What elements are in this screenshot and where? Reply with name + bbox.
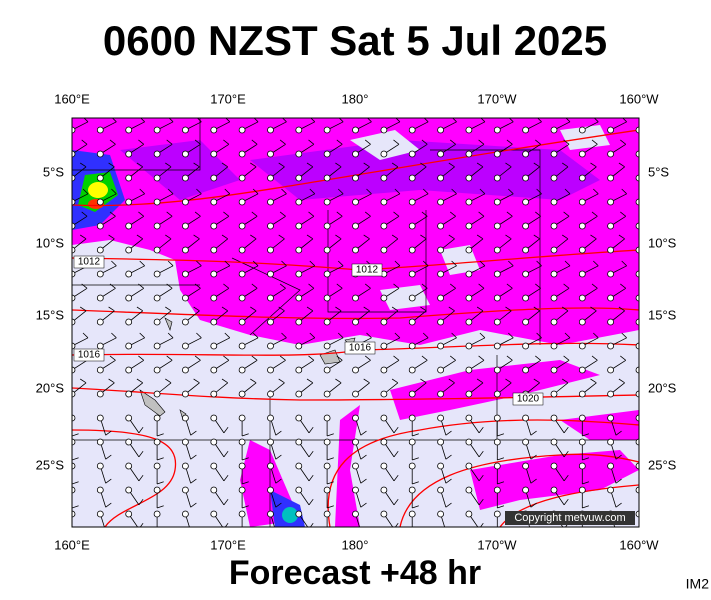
longitude-label: 160°W — [619, 537, 659, 552]
station-circles — [72, 126, 639, 518]
title: 0600 NZST Sat 5 Jul 2025 — [103, 17, 607, 64]
latitude-label: 20°S — [648, 380, 677, 395]
latitude-label: 10°S — [36, 235, 65, 250]
longitude-label: 160°E — [54, 537, 90, 552]
isobar-label: 1016 — [78, 350, 101, 361]
label-box — [73, 348, 105, 362]
label-box — [351, 263, 383, 277]
longitude-label: 180° — [342, 91, 369, 106]
copyright: Copyright metvuw.com — [514, 512, 625, 524]
isobar-label: 1016 — [349, 343, 372, 354]
latitude-label: 20°S — [36, 380, 65, 395]
longitude-label: 170°E — [210, 537, 246, 552]
map-area — [72, 118, 639, 527]
longitude-label: 180° — [342, 537, 369, 552]
rain-heavy — [282, 507, 298, 523]
label-box — [512, 392, 544, 406]
isobar-label: 1012 — [78, 257, 101, 268]
isobar-label: 1020 — [517, 394, 540, 405]
longitude-label: 170°W — [477, 537, 517, 552]
copyright-box — [505, 511, 635, 525]
label-box — [344, 341, 376, 355]
latitude-label: 25°S — [36, 457, 65, 472]
latitude-label: 5°S — [648, 164, 669, 179]
longitude-label: 160°W — [619, 91, 659, 106]
isobar-label: 1012 — [356, 265, 379, 276]
longitude-label: 160°E — [54, 91, 90, 106]
label-box — [73, 255, 105, 269]
latitude-label: 15°S — [36, 307, 65, 322]
rain-heavy — [88, 182, 108, 198]
latitude-label: 5°S — [43, 164, 64, 179]
latitude-label: 10°S — [648, 235, 677, 250]
rain-area — [240, 360, 639, 527]
wind-barbs — [72, 118, 639, 527]
isobar-labels: 1012 1012 1016 1016 1020 — [73, 255, 544, 406]
dry-patch — [350, 125, 610, 310]
latitude-label: 15°S — [648, 307, 677, 322]
image-id: IM2 — [686, 576, 710, 592]
barb-staffs — [72, 118, 639, 527]
forecast-label: Forecast +48 hr — [229, 554, 481, 592]
longitude-label: 170°W — [477, 91, 517, 106]
map-frame — [71, 117, 640, 528]
latitude-label: 25°S — [648, 457, 677, 472]
longitude-label: 170°E — [210, 91, 246, 106]
axis-labels: 160°E 160°E 170°E 170°E 180° 180° 170°W 170°W 16… — [36, 91, 677, 552]
